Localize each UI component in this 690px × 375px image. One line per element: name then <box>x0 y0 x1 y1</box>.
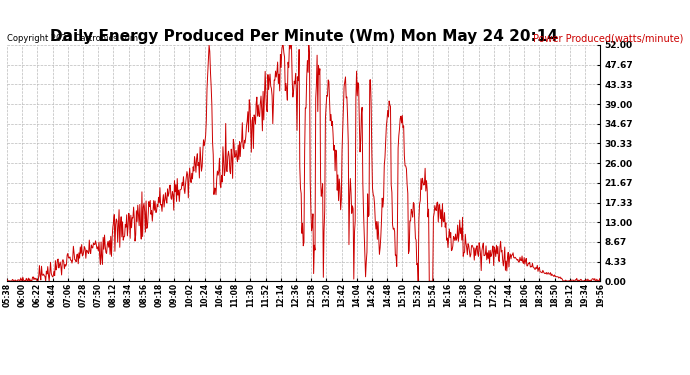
Title: Daily Energy Produced Per Minute (Wm) Mon May 24 20:14: Daily Energy Produced Per Minute (Wm) Mo… <box>50 29 558 44</box>
Text: Power Produced(watts/minute): Power Produced(watts/minute) <box>533 34 683 44</box>
Text: Copyright 2021 Cartronics.com: Copyright 2021 Cartronics.com <box>7 34 138 43</box>
